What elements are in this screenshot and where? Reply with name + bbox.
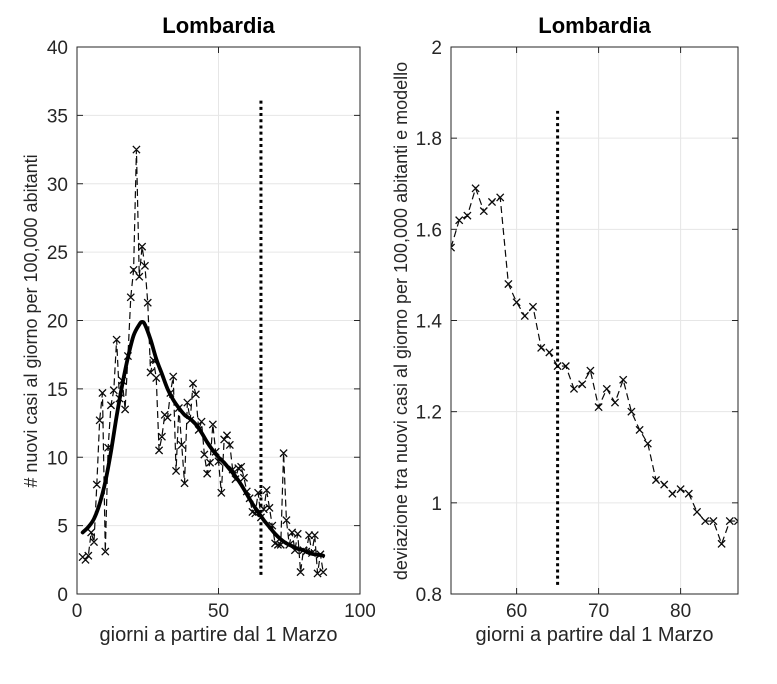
left-plot-xtick-label: 50 [208,601,229,622]
left-plot-ytick-label: 30 [47,175,68,196]
right-plot-xlabel: giorni a partire dal 1 Marzo [475,624,714,646]
right-plot-axes [450,46,739,595]
left-plot-ytick-label: 25 [47,243,68,264]
right-plot-xtick-label: 70 [588,601,609,622]
right-plot-ytick-label: 1 [431,494,442,515]
left-plot-ylabel: # nuovi casi al giorno per 100,000 abita… [21,154,41,488]
right-plot-ytick-label: 1.6 [416,220,442,241]
left-plot-ytick-label: 20 [47,312,68,333]
left-plot-model-curve [80,319,326,558]
left-plot-ytick-label: 40 [47,38,68,59]
right-plot-x-markers [450,184,739,548]
left-plot-xtick-label: 0 [72,601,83,622]
right-plot-xtick-label: 60 [506,601,527,622]
left-plot-ytick-label: 0 [57,585,68,606]
left-plot-x-markers [78,145,328,578]
left-plot-ytick-label: 35 [47,106,68,127]
right-plot-ytick-label: 1.8 [416,129,442,150]
left-plot-ytick-label: 10 [47,448,68,469]
left-plot-xtick-label: 100 [344,601,376,622]
right-plot-ytick-label: 2 [431,38,442,59]
right-plot-title: Lombardia [538,13,651,38]
right-plot-ytick-label: 0.8 [416,585,442,606]
left-plot-tick-labels: 0 50 100 0 5 10 15 20 25 30 35 40 [47,38,376,622]
left-plot-xlabel: giorni a partire dal 1 Marzo [99,624,338,646]
right-plot-ytick-label: 1.4 [416,312,443,333]
left-plot-axes [76,46,361,595]
left-plot-ytick-label: 5 [57,517,68,538]
right-plot-xtick-label: 80 [670,601,691,622]
right-plot-series [450,110,739,585]
left-plot-ytick-label: 15 [47,380,68,401]
left-plot-title: Lombardia [162,13,275,38]
right-plot-ylabel: deviazione tra nuovi casi al giorno per … [391,61,411,581]
right-plot-tick-labels: 60 70 80 0.8 1 1.2 1.4 1.6 1.8 2 [416,38,692,622]
right-plot-grid [451,47,738,594]
right-plot-ytick-label: 1.2 [416,403,442,424]
left-plot-grid [77,47,360,594]
left-plot-series [78,98,328,578]
